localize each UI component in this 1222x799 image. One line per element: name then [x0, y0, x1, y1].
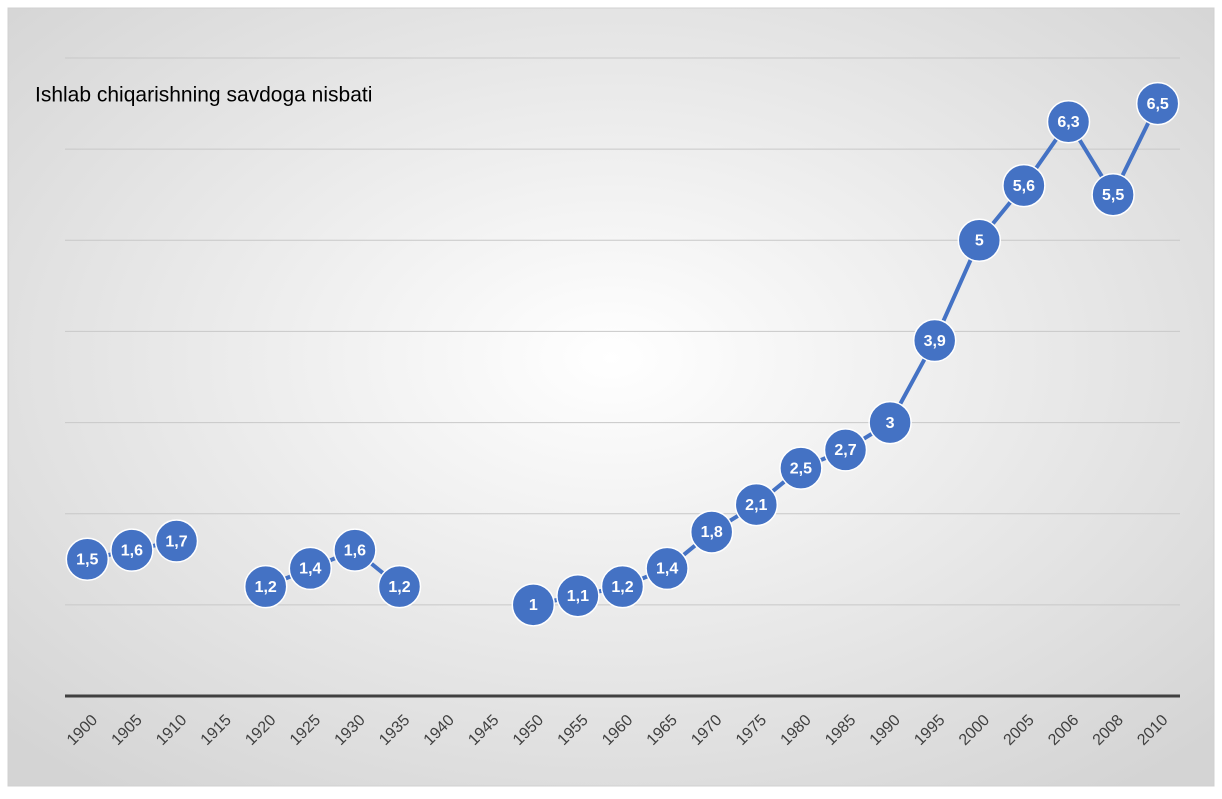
- marker: [600, 564, 645, 609]
- data-label: 5,6: [1013, 178, 1035, 195]
- marker: [65, 537, 110, 582]
- data-label: 1: [529, 597, 538, 614]
- marker: [868, 400, 912, 445]
- data-label: 3,9: [924, 333, 946, 350]
- data-label: 5,5: [1102, 187, 1124, 204]
- data-label: 1,8: [701, 524, 723, 541]
- data-label: 1,4: [656, 561, 678, 578]
- data-label: 3: [886, 415, 895, 432]
- marker: [912, 318, 957, 363]
- marker: [511, 583, 556, 627]
- marker: [110, 528, 154, 572]
- marker: [288, 546, 333, 591]
- marker: [1046, 100, 1091, 144]
- marker: [689, 510, 734, 554]
- data-label: 1,6: [121, 542, 143, 559]
- marker: [957, 218, 1002, 263]
- data-label: 1,1: [567, 588, 589, 605]
- marker: [1135, 81, 1180, 126]
- data-label: 1,5: [76, 552, 98, 569]
- data-label: 1,6: [344, 542, 366, 559]
- marker: [243, 564, 288, 609]
- data-label: 1,2: [255, 579, 277, 596]
- marker: [1002, 163, 1046, 208]
- marker: [377, 564, 422, 609]
- data-label: 1,2: [388, 579, 410, 596]
- marker: [154, 519, 199, 563]
- data-label: 1,7: [165, 533, 187, 550]
- data-label: 6,5: [1147, 96, 1169, 113]
- data-label: 1,2: [611, 579, 633, 596]
- marker: [734, 482, 779, 527]
- data-label: 2,7: [834, 442, 856, 459]
- data-label: 5: [975, 233, 984, 250]
- chart-title: Ishlab chiqarishning savdoga nisbati: [35, 84, 372, 107]
- marker: [1091, 172, 1135, 217]
- data-label: 2,5: [790, 460, 812, 477]
- data-label: 1,4: [299, 561, 321, 578]
- marker: [333, 528, 377, 572]
- data-label: 6,3: [1057, 114, 1079, 131]
- marker: [556, 573, 600, 618]
- data-label: 2,1: [745, 497, 767, 514]
- marker: [645, 546, 689, 591]
- chart-area: [7, 7, 1215, 787]
- marker: [823, 428, 868, 472]
- marker: [779, 446, 823, 490]
